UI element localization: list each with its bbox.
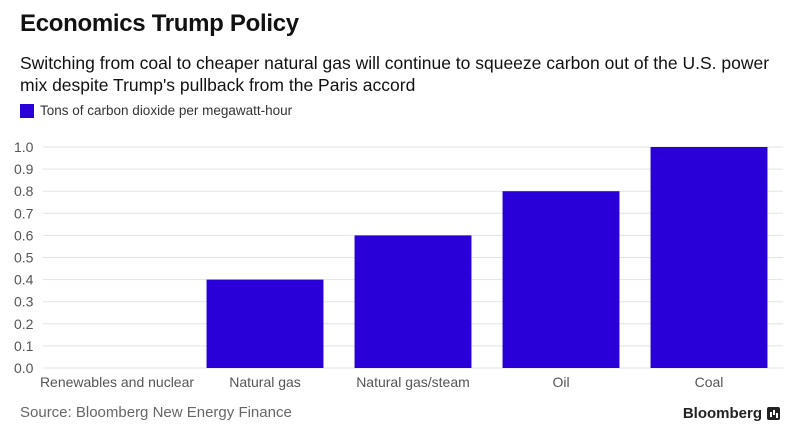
y-tick-label: 0.7 [14, 205, 34, 221]
y-axis-ticks: 0.0 0.1 0.2 0.3 0.4 0.5 0.6 0.7 0.8 0.9 1.0 [14, 139, 34, 376]
bar-coal [650, 147, 768, 368]
bar-oil [502, 191, 620, 368]
bars [206, 147, 768, 368]
x-category-label: Coal [695, 374, 724, 390]
source-note: Source: Bloomberg New Energy Finance [20, 404, 292, 421]
legend-swatch [20, 103, 34, 118]
brand-logo: Bloomberg [683, 405, 780, 422]
y-tick-label: 0.9 [14, 161, 34, 177]
legend-label: Tons of carbon dioxide per megawatt-hour [40, 103, 293, 118]
x-category-label: Renewables and nuclear [40, 374, 194, 390]
y-tick-label: 0.2 [14, 316, 34, 332]
y-tick-label: 0.1 [14, 338, 34, 354]
x-category-label: Natural gas/steam [356, 374, 470, 390]
y-tick-label: 0.3 [14, 294, 34, 310]
legend: Tons of carbon dioxide per megawatt-hour [20, 103, 292, 118]
y-tick-label: 0.8 [14, 183, 34, 199]
bar-natural-gas [206, 279, 324, 368]
y-tick-label: 0.4 [14, 272, 34, 288]
brand-name: Bloomberg [682, 405, 762, 422]
x-category-label: Oil [552, 374, 569, 390]
y-tick-label: 1.0 [14, 139, 34, 155]
y-tick-label: 0.0 [14, 360, 34, 376]
bar-natural-gas-steam [354, 235, 472, 368]
bar-chart-icon [767, 407, 780, 420]
chart-title: Economics Trump Policy [20, 10, 299, 37]
y-tick-label: 0.6 [14, 227, 34, 243]
y-tick-label: 0.5 [14, 250, 34, 266]
x-axis-labels: Renewables and nuclear Natural gas Natural… [40, 374, 723, 390]
x-category-label: Natural gas [229, 374, 301, 390]
chart-subtitle: Switching from coal to cheaper natural g… [20, 53, 770, 95]
